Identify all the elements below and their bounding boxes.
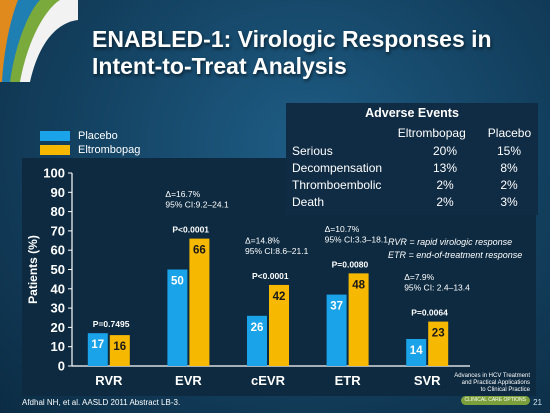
y-tick-label: 40 (51, 281, 65, 296)
eltrombopag-value: 2% (436, 194, 454, 209)
delta-ci-label: 95% CI:9.2–24.1 (165, 200, 229, 210)
delta-ci-label: Δ=7.9% (404, 272, 434, 282)
legend-label-eltrombopag: Eltrombopag (78, 144, 141, 156)
x-tick-label: SVR (414, 373, 441, 388)
brand-line: to Clinical Practice (480, 387, 530, 393)
placebo-value: 8% (500, 160, 518, 175)
brand-line: and Practical Applications (461, 380, 530, 386)
y-tick-label: 0 (58, 359, 65, 374)
p-value-label: P=0.0064 (411, 308, 448, 318)
bar-eltrombopag (189, 238, 210, 366)
bar-placebo (167, 269, 188, 366)
table-row: Serious 20% 15% (286, 142, 538, 159)
y-tick-label: 10 (51, 339, 65, 354)
ribbon-logo-icon (0, 0, 78, 82)
data-label-eltrombopag: 42 (273, 291, 286, 303)
delta-ci-label: 95% CI: 2.4–13.4 (404, 283, 470, 293)
citation: Afdhal NH, et al. AASLD 2011 Abstract LB… (22, 398, 181, 407)
adverse-events-title: Adverse Events (365, 106, 459, 120)
bar-placebo (87, 333, 108, 366)
delta-ci-label: Δ=16.7% (165, 189, 200, 199)
table-row: Death 2% 3% (286, 193, 538, 210)
data-label-placebo: 17 (91, 339, 104, 351)
delta-ci-label: Δ=10.7% (325, 224, 360, 234)
slide-title: ENABLED-1: Virologic Responses in Intent… (92, 26, 492, 79)
y-tick-label: 80 (51, 204, 65, 219)
y-tick-label: 70 (51, 223, 65, 238)
bar-placebo (326, 294, 347, 366)
placebo-value: 15% (496, 143, 522, 158)
data-label-eltrombopag: 66 (193, 245, 206, 257)
page-number: 21 (533, 398, 542, 407)
note-rvr: RVR = rapid virologic response (388, 237, 513, 247)
data-label-eltrombopag: 16 (113, 341, 126, 353)
eltrombopag-value: 13% (432, 160, 458, 175)
y-tick-label: 30 (51, 301, 65, 316)
data-label-placebo: 14 (410, 345, 423, 357)
legend-label-placebo: Placebo (78, 130, 118, 142)
data-label-eltrombopag: 23 (432, 328, 445, 340)
legend-swatch-eltrombopag (40, 145, 70, 155)
placebo-value: 2% (500, 177, 518, 192)
p-value-label: P<0.0001 (252, 271, 289, 281)
data-label-eltrombopag: 48 (352, 279, 365, 291)
adverse-events-table: Adverse Events Eltrombopag Placebo Serio… (286, 103, 538, 215)
column-header-eltrombopag: Eltrombopag (397, 125, 466, 140)
p-value-label: P=0.7495 (93, 319, 130, 329)
x-tick-label: ETR (335, 373, 362, 388)
y-tick-label: 90 (51, 185, 65, 200)
x-tick-label: cEVR (251, 373, 286, 388)
delta-ci-label: 95% CI:3.3–18.1 (325, 234, 389, 244)
adverse-events-header: Eltrombopag Placebo (286, 123, 538, 142)
event-name: Serious (292, 143, 333, 158)
x-tick-label: EVR (175, 373, 202, 388)
bar-eltrombopag (348, 273, 369, 366)
bar-eltrombopag (428, 321, 449, 366)
y-tick-label: 50 (51, 262, 65, 277)
program-branding: Advances in HCV Treatment and Practical … (440, 373, 530, 409)
abbreviation-notes: RVR = rapid virologic response ETR = end… (388, 236, 522, 262)
delta-ci-label: 95% CI:8.6–21.1 (245, 246, 309, 256)
table-row: Thromboembolic 2% 2% (286, 176, 538, 193)
bar-eltrombopag (109, 335, 130, 366)
y-axis-label: Patients (%) (26, 235, 40, 304)
x-tick-label: RVR (95, 373, 123, 388)
y-tick-label: 60 (51, 243, 65, 258)
table-row: Decompensation 13% 8% (286, 159, 538, 176)
eltrombopag-value: 2% (436, 177, 454, 192)
data-label-placebo: 26 (251, 322, 264, 334)
chart-legend: Placebo Eltrombopag (40, 129, 140, 157)
legend-item-eltrombopag: Eltrombopag (40, 143, 140, 157)
data-label-placebo: 50 (171, 276, 184, 288)
column-header-placebo: Placebo (487, 125, 532, 140)
bar-eltrombopag (269, 284, 289, 366)
p-value-label: P<0.0001 (172, 225, 209, 235)
y-tick-label: 100 (43, 166, 65, 181)
event-name: Thromboembolic (292, 177, 382, 192)
brand-badge: CLINICAL CARE OPTIONS (460, 396, 530, 405)
delta-ci-label: Δ=14.8% (245, 235, 280, 245)
p-value-label: P=0.0080 (332, 259, 369, 269)
legend-item-placebo: Placebo (40, 129, 140, 143)
bar-placebo (247, 315, 267, 366)
placebo-value: 3% (500, 194, 518, 209)
legend-swatch-placebo (40, 131, 70, 141)
bar-placebo (406, 338, 427, 366)
event-name: Death (292, 194, 325, 209)
eltrombopag-value: 20% (432, 143, 458, 158)
data-label-placebo: 37 (330, 301, 343, 313)
event-name: Decompensation (292, 160, 383, 175)
y-tick-label: 20 (51, 320, 65, 335)
note-etr: ETR = end-of-treatment response (388, 250, 523, 260)
brand-line: Advances in HCV Treatment (454, 373, 530, 379)
